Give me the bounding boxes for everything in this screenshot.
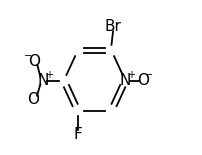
Text: O: O xyxy=(27,91,39,106)
Text: −: − xyxy=(24,51,32,61)
Text: O: O xyxy=(28,54,40,69)
Text: F: F xyxy=(73,127,82,142)
Text: −: − xyxy=(144,70,152,80)
Text: Br: Br xyxy=(104,19,121,34)
Text: O: O xyxy=(136,73,148,88)
Text: N: N xyxy=(119,73,130,88)
Text: +: + xyxy=(126,70,135,80)
Text: +: + xyxy=(45,70,53,80)
Text: N: N xyxy=(37,73,48,88)
